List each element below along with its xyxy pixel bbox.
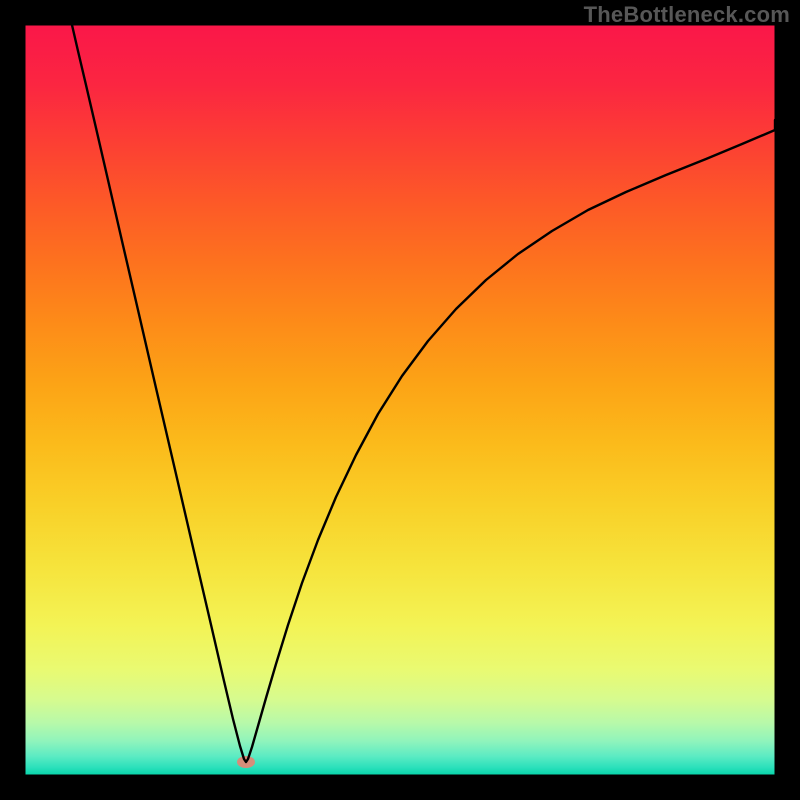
chart-svg (0, 0, 800, 800)
watermark-text: TheBottleneck.com (584, 2, 790, 28)
chart-stage: TheBottleneck.com (0, 0, 800, 800)
plot-background (25, 25, 775, 775)
